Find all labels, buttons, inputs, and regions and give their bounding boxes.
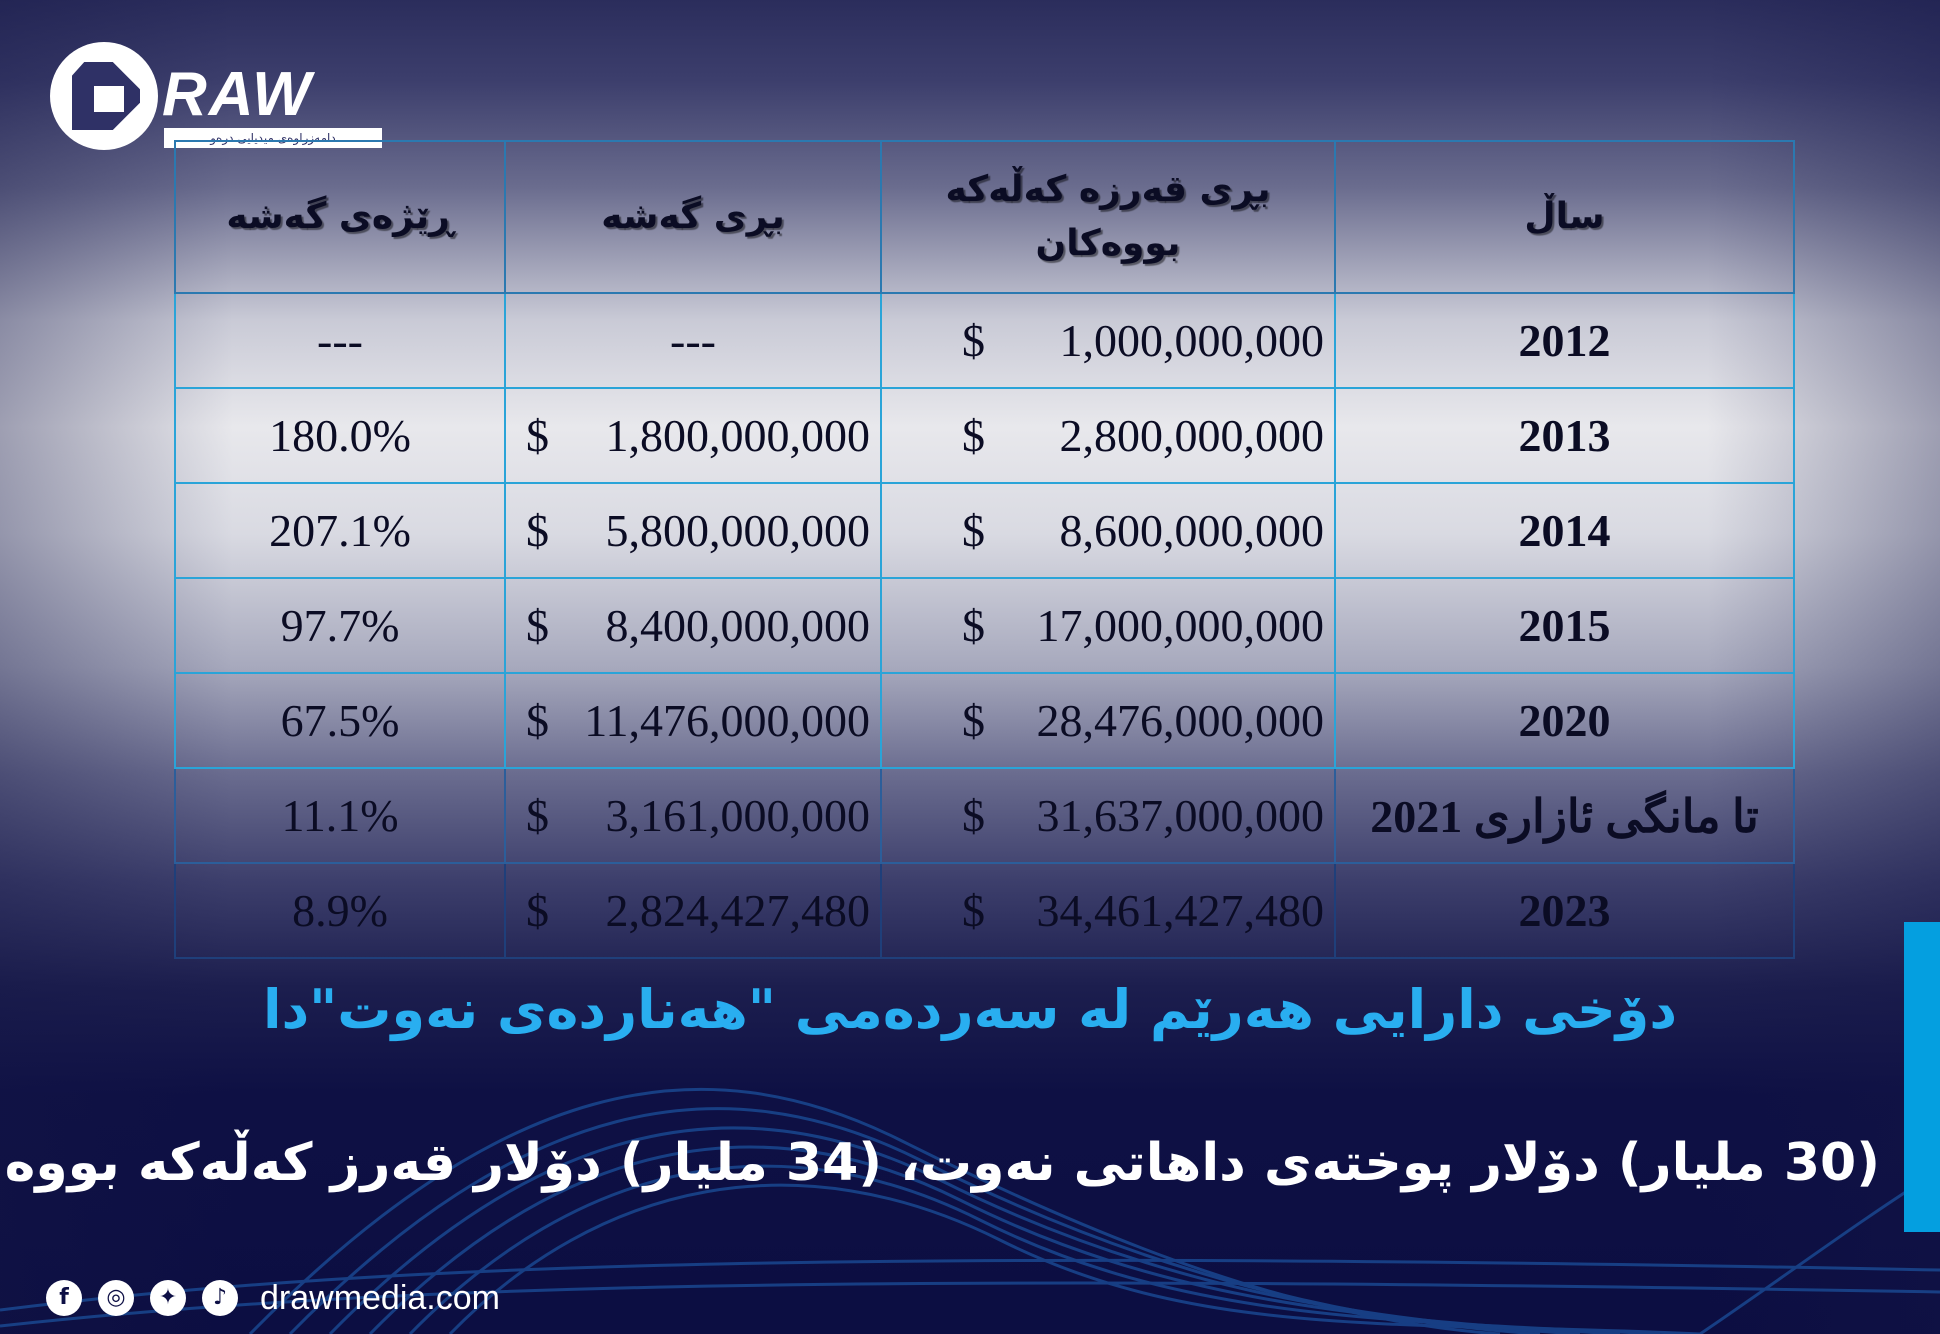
year-cell: 2015	[1334, 577, 1795, 674]
website-link[interactable]: drawmedia.com	[260, 1279, 500, 1317]
accumulated-debt-cell: $34,461,427,480	[880, 862, 1336, 959]
year-cell: 2023	[1334, 862, 1795, 959]
currency-symbol: $	[962, 505, 985, 556]
wave-lines-decoration	[0, 1087, 1940, 1334]
amount: 2,824,427,480	[605, 885, 871, 936]
growth-amount-cell: ---	[504, 292, 882, 389]
growth-rate-cell: 67.5%	[174, 672, 506, 769]
header-growth-amount: بڕی گەشە	[504, 140, 882, 294]
currency-symbol: $	[962, 410, 985, 461]
growth-amount-cell: $8,400,000,000	[504, 577, 882, 674]
accumulated-debt-cell: $17,000,000,000	[880, 577, 1336, 674]
debt-table: ڕێژەی گەشە بڕی گەشە بڕی قەرزە کەڵەکە بوو…	[174, 140, 1795, 959]
subheadline: (30 ملیار) دۆلار پوختەی داهاتی نەوت، (34…	[4, 1133, 1880, 1193]
amount: 1,000,000,000	[1059, 315, 1325, 366]
currency-symbol: $	[962, 695, 985, 746]
amount: 1,800,000,000	[605, 410, 871, 461]
accumulated-debt-cell: $31,637,000,000	[880, 767, 1336, 864]
amount: 11,476,000,000	[584, 695, 870, 746]
year-cell: 2012	[1334, 292, 1795, 389]
amount: 5,800,000,000	[605, 505, 871, 556]
growth-amount-cell: $2,824,427,480	[504, 862, 882, 959]
growth-rate-cell: 207.1%	[174, 482, 506, 579]
year-cell: تا مانگی ئازاری 2021	[1334, 767, 1795, 864]
accumulated-debt-cell: $28,476,000,000	[880, 672, 1336, 769]
currency-symbol: $	[526, 790, 549, 841]
growth-rate-cell: 180.0%	[174, 387, 506, 484]
year-cell: 2014	[1334, 482, 1795, 579]
currency-symbol: $	[962, 885, 985, 936]
currency-symbol: $	[526, 410, 549, 461]
table-header-row: ڕێژەی گەشە بڕی گەشە بڕی قەرزە کەڵەکە بوو…	[174, 140, 1795, 294]
table-row: 67.5% $11,476,000,000 $28,476,000,000 20…	[174, 672, 1795, 769]
table-row: 11.1% $3,161,000,000 $31,637,000,000 تا …	[174, 767, 1795, 864]
growth-amount-cell: $5,800,000,000	[504, 482, 882, 579]
header-growth-rate: ڕێژەی گەشە	[174, 140, 506, 294]
logo-d-counter	[94, 86, 124, 112]
currency-symbol: $	[962, 315, 985, 366]
currency-symbol: $	[526, 600, 549, 651]
headline: دۆخی دارایی هەرێم لە سەردەمی "هەناردەی ن…	[262, 978, 1678, 1041]
tiktok-icon[interactable]: ♪	[202, 1280, 238, 1316]
currency-symbol: $	[526, 885, 549, 936]
draw-logo: RAW دامەزراوەی میدیایی درەو	[50, 42, 382, 154]
table-row: 8.9% $2,824,427,480 $34,461,427,480 2023	[174, 862, 1795, 959]
amount: 28,476,000,000	[1036, 695, 1325, 746]
accent-bar	[1904, 922, 1940, 1232]
accumulated-debt-cell: $8,600,000,000	[880, 482, 1336, 579]
accumulated-debt-cell: $1,000,000,000	[880, 292, 1336, 389]
instagram-icon[interactable]: ◎	[98, 1280, 134, 1316]
logo-wordmark: RAW	[162, 60, 313, 129]
amount: 8,600,000,000	[1059, 505, 1325, 556]
amount: 2,800,000,000	[1059, 410, 1325, 461]
amount: 34,461,427,480	[1036, 885, 1325, 936]
header-accumulated-debt: بڕی قەرزە کەڵەکە بووەکان	[880, 140, 1336, 294]
twitter-icon[interactable]: ✦	[150, 1280, 186, 1316]
amount: 8,400,000,000	[605, 600, 871, 651]
year-cell: 2020	[1334, 672, 1795, 769]
growth-amount-cell: $1,800,000,000	[504, 387, 882, 484]
table-row: 97.7% $8,400,000,000 $17,000,000,000 201…	[174, 577, 1795, 674]
growth-rate-cell: 97.7%	[174, 577, 506, 674]
header-year: ساڵ	[1334, 140, 1795, 294]
facebook-icon[interactable]: f	[46, 1280, 82, 1316]
currency-symbol: $	[526, 505, 549, 556]
accumulated-debt-cell: $2,800,000,000	[880, 387, 1336, 484]
table-row: 180.0% $1,800,000,000 $2,800,000,000 201…	[174, 387, 1795, 484]
growth-amount-cell: $3,161,000,000	[504, 767, 882, 864]
amount: 3,161,000,000	[605, 790, 871, 841]
amount: 31,637,000,000	[1036, 790, 1325, 841]
footer: f ◎ ✦ ♪ drawmedia.com	[46, 1278, 500, 1318]
growth-rate-cell: ---	[174, 292, 506, 389]
table-row: 207.1% $5,800,000,000 $8,600,000,000 201…	[174, 482, 1795, 579]
year-cell: 2013	[1334, 387, 1795, 484]
amount: 17,000,000,000	[1036, 600, 1325, 651]
growth-amount-cell: $11,476,000,000	[504, 672, 882, 769]
currency-symbol: $	[962, 600, 985, 651]
currency-symbol: $	[962, 790, 985, 841]
growth-rate-cell: 8.9%	[174, 862, 506, 959]
table-row: --- --- $1,000,000,000 2012	[174, 292, 1795, 389]
currency-symbol: $	[526, 695, 549, 746]
growth-rate-cell: 11.1%	[174, 767, 506, 864]
